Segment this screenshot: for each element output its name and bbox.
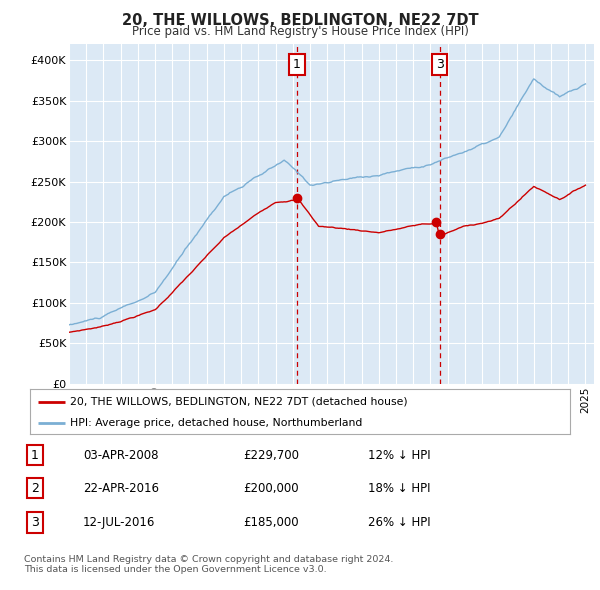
Text: 1: 1 — [31, 448, 39, 462]
Text: 20, THE WILLOWS, BEDLINGTON, NE22 7DT: 20, THE WILLOWS, BEDLINGTON, NE22 7DT — [122, 13, 478, 28]
Text: £185,000: £185,000 — [244, 516, 299, 529]
Text: 2: 2 — [31, 481, 39, 495]
Text: 18% ↓ HPI: 18% ↓ HPI — [368, 481, 430, 495]
Text: 12-JUL-2016: 12-JUL-2016 — [83, 516, 155, 529]
Text: £229,700: £229,700 — [244, 448, 299, 462]
Text: 3: 3 — [31, 516, 39, 529]
Text: 12% ↓ HPI: 12% ↓ HPI — [368, 448, 430, 462]
Text: 03-APR-2008: 03-APR-2008 — [83, 448, 158, 462]
Text: 20, THE WILLOWS, BEDLINGTON, NE22 7DT (detached house): 20, THE WILLOWS, BEDLINGTON, NE22 7DT (d… — [71, 397, 408, 407]
Text: HPI: Average price, detached house, Northumberland: HPI: Average price, detached house, Nort… — [71, 418, 363, 428]
Text: £200,000: £200,000 — [244, 481, 299, 495]
Text: Contains HM Land Registry data © Crown copyright and database right 2024.
This d: Contains HM Land Registry data © Crown c… — [24, 555, 394, 574]
Text: 1: 1 — [293, 58, 301, 71]
Text: 22-APR-2016: 22-APR-2016 — [83, 481, 159, 495]
Text: 3: 3 — [436, 58, 444, 71]
Text: Price paid vs. HM Land Registry's House Price Index (HPI): Price paid vs. HM Land Registry's House … — [131, 25, 469, 38]
Text: 26% ↓ HPI: 26% ↓ HPI — [368, 516, 430, 529]
